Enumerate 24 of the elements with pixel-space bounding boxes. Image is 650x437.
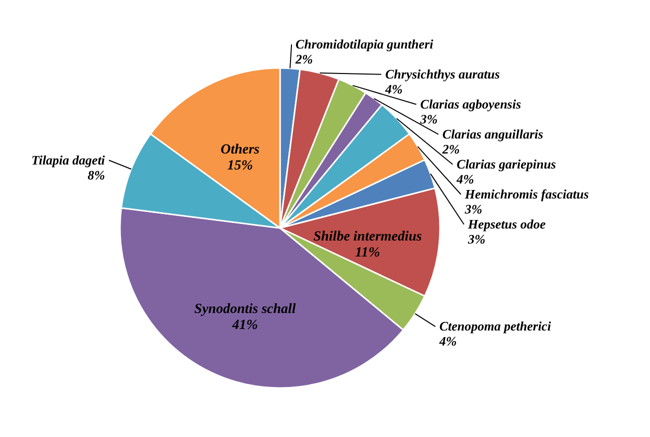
slice-label: Tilapia dageti bbox=[31, 152, 106, 168]
data-label: 41% bbox=[231, 318, 258, 333]
data-label: 3% bbox=[464, 201, 482, 216]
data-label: 3% bbox=[419, 111, 438, 126]
data-label: 2% bbox=[294, 51, 314, 66]
data-label: 11% bbox=[355, 245, 380, 260]
data-label: 3% bbox=[466, 231, 486, 246]
slice-label: Shilbe intermedius bbox=[313, 229, 422, 244]
data-label: 4% bbox=[384, 81, 403, 96]
slice-label: Clarias gariepinus bbox=[456, 156, 556, 172]
slice-label: Clarias agboyensis bbox=[420, 96, 522, 112]
slice-label: Synodontis schall bbox=[194, 302, 296, 317]
data-label: 4% bbox=[438, 334, 457, 349]
slice-label: Clarias anguillaris bbox=[442, 126, 544, 142]
slice-label: Ctenopoma petherici bbox=[439, 318, 552, 334]
data-label: 2% bbox=[441, 141, 460, 156]
slice-label: Chromidotilapia guntheri bbox=[296, 36, 434, 52]
data-label: 4% bbox=[456, 171, 474, 186]
slice-label: Others bbox=[220, 142, 260, 158]
slice-label: Hepsetus odoe bbox=[466, 216, 546, 232]
data-label: 8% bbox=[88, 167, 106, 182]
data-label: 15% bbox=[227, 158, 253, 174]
slice-label: Chrysichthys auratus bbox=[385, 66, 500, 82]
slice-label: Hemichromis fasciatus bbox=[464, 186, 589, 202]
